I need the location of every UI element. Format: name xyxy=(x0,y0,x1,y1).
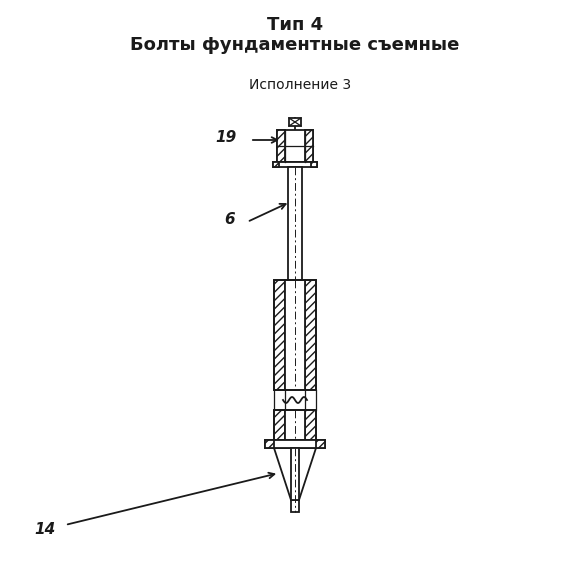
Polygon shape xyxy=(288,167,302,280)
Polygon shape xyxy=(285,280,305,390)
Polygon shape xyxy=(265,440,325,448)
Text: Болты фундаментные съемные: Болты фундаментные съемные xyxy=(130,36,460,54)
Text: Исполнение 3: Исполнение 3 xyxy=(249,78,351,92)
Polygon shape xyxy=(289,118,301,126)
Polygon shape xyxy=(311,162,317,167)
Polygon shape xyxy=(305,280,316,390)
Polygon shape xyxy=(316,440,325,448)
Polygon shape xyxy=(274,410,285,440)
Polygon shape xyxy=(277,130,313,162)
Polygon shape xyxy=(265,440,274,448)
Polygon shape xyxy=(274,448,316,500)
Polygon shape xyxy=(274,280,285,390)
Polygon shape xyxy=(291,448,299,500)
Polygon shape xyxy=(273,162,317,167)
Text: 14: 14 xyxy=(34,523,56,538)
Text: 19: 19 xyxy=(216,130,237,146)
Polygon shape xyxy=(305,410,316,440)
Text: 6: 6 xyxy=(224,212,235,227)
Polygon shape xyxy=(277,130,285,162)
Polygon shape xyxy=(291,500,299,512)
Polygon shape xyxy=(285,410,305,440)
Text: Тип 4: Тип 4 xyxy=(267,16,323,34)
Polygon shape xyxy=(273,162,279,167)
Polygon shape xyxy=(305,130,313,162)
